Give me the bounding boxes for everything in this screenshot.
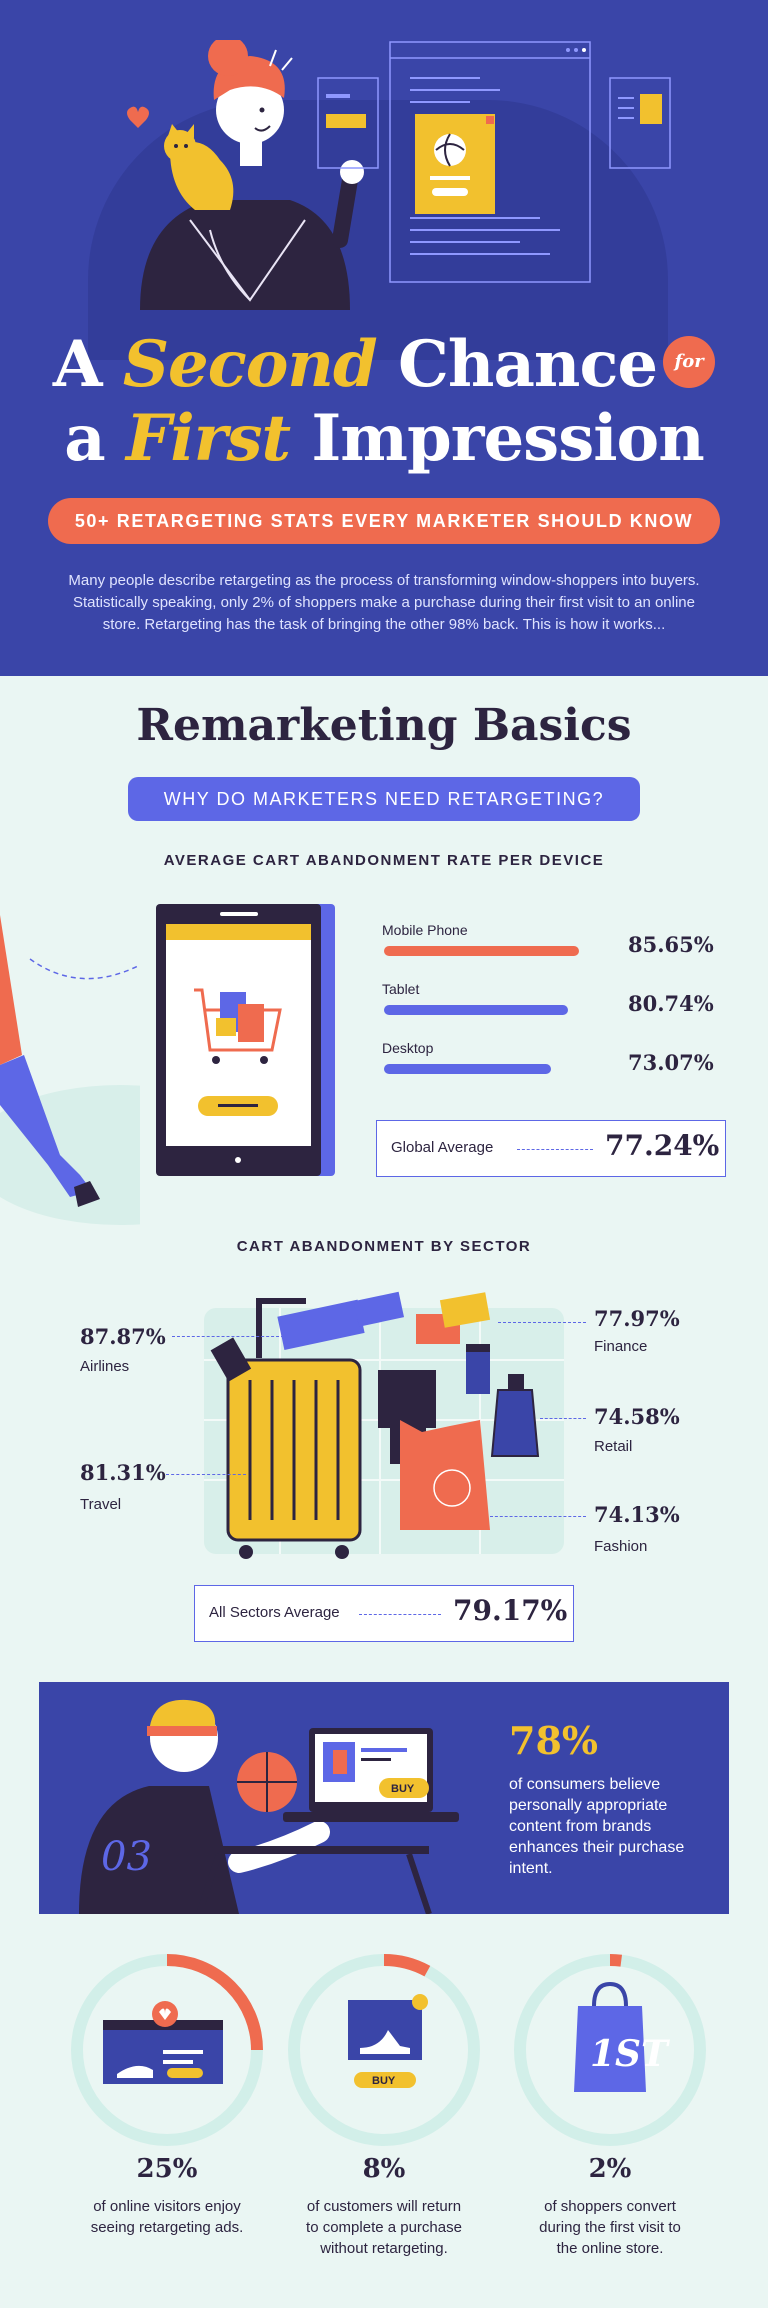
title-word: A — [52, 327, 103, 402]
sector-label-fashion: Fashion — [594, 1538, 648, 1555]
hero-section: A Second Chance for a First Impression 50… — [0, 0, 768, 676]
section-title-remarketing-basics: Remarketing Basics — [136, 700, 632, 751]
device-bar — [384, 1064, 551, 1074]
stat-ring-customers: BUY — [288, 1954, 480, 2146]
stat-text-shoppers: of shoppers convert during the first vis… — [539, 2198, 681, 2257]
global-average-label: Global Average — [391, 1139, 494, 1156]
sector-label-finance: Finance — [594, 1338, 648, 1355]
sectors-average-label: All Sectors Average — [209, 1604, 340, 1621]
stat-ring-visitors — [71, 1954, 263, 2146]
device-row-mobile: Mobile Phone 85.65% — [382, 922, 714, 957]
sector-value-retail: 74.58% — [594, 1404, 680, 1429]
device-bar-track — [384, 946, 612, 956]
panel-percent: 78% — [509, 1718, 598, 1763]
buy-button-label: BUY — [391, 1783, 415, 1795]
sectors-average-value: 79.17% — [453, 1594, 568, 1627]
running-person-illustration — [0, 915, 140, 1225]
title-word: Impression — [311, 401, 704, 476]
woman-with-cat-illustration — [127, 40, 364, 310]
sector-heading: CART ABANDONMENT BY SECTOR — [236, 1238, 532, 1255]
title-word: Chance — [397, 327, 658, 402]
device-bar — [384, 946, 580, 956]
panel-description: of consumers believe personally appropri… — [509, 1776, 685, 1877]
sector-connector — [166, 1474, 246, 1475]
stat-text-visitors: of online visitors enjoy seeing retarget… — [90, 2198, 244, 2236]
sector-value-airlines: 87.87% — [80, 1324, 166, 1349]
device-bar-track — [384, 1005, 612, 1015]
intro-paragraph: Many people describe retargeting as the … — [68, 572, 700, 633]
sector-connector — [540, 1418, 586, 1419]
browser-windows-illustration — [317, 41, 671, 283]
phone-shopping-cart-illustration — [156, 904, 335, 1176]
question-banner: WHY DO MARKETERS NEED RETARGETING? — [128, 777, 640, 821]
stat-percent-shoppers: 2% — [588, 2154, 632, 2184]
device-row-desktop: Desktop 73.07% — [382, 1040, 714, 1075]
global-average-value: 77.24% — [605, 1129, 720, 1162]
stat-ring-shoppers: 1ST — [514, 1954, 706, 2146]
sector-label-airlines: Airlines — [80, 1358, 130, 1375]
title-accent-word: First — [125, 401, 291, 476]
sector-value-fashion: 74.13% — [594, 1502, 680, 1527]
device-label: Tablet — [382, 981, 420, 997]
sector-connector — [498, 1322, 586, 1323]
stat-percent-visitors: 25% — [136, 2154, 198, 2184]
stat-percent-customers: 8% — [362, 2154, 406, 2184]
person-at-laptop-illustration: 03 BUY — [79, 1699, 459, 1914]
sector-connector — [490, 1516, 586, 1517]
sector-connector — [172, 1336, 284, 1337]
sector-label-travel: Travel — [80, 1496, 122, 1513]
stat-buy-badge: BUY — [372, 2075, 396, 2087]
device-bar — [384, 1005, 569, 1015]
device-heading: AVERAGE CART ABANDONMENT RATE PER DEVICE — [163, 852, 605, 869]
sector-label-retail: Retail — [594, 1438, 633, 1455]
stat-text-customers: of customers will return to complete a p… — [306, 2198, 462, 2257]
subtitle-banner: 50+ RETARGETING STATS EVERY MARKETER SHO… — [48, 498, 720, 544]
sector-value-travel: 81.31% — [80, 1460, 166, 1485]
sector-illustration — [204, 1291, 564, 1559]
title-line-1: A Second Chance for — [0, 328, 768, 402]
title-accent-word: Second — [122, 327, 378, 402]
sectors-average-box: All Sectors Average 79.17% — [194, 1585, 574, 1642]
dashed-connector — [359, 1614, 441, 1615]
first-visit-badge: 1ST — [590, 2033, 670, 2075]
jersey-number: 03 — [101, 1834, 152, 1880]
title-line-2: a First Impression — [0, 402, 768, 476]
device-percent: 85.65% — [628, 932, 714, 957]
title-word: a — [64, 401, 105, 476]
global-average-box: Global Average 77.24% — [376, 1120, 726, 1177]
device-bar-track — [384, 1064, 612, 1074]
dashed-connector — [517, 1149, 593, 1150]
sector-value-finance: 77.97% — [594, 1306, 680, 1331]
device-label: Desktop — [382, 1040, 434, 1056]
device-percent: 80.74% — [628, 991, 714, 1016]
personalization-panel: 03 BUY 78% of consumers believe personal… — [39, 1682, 729, 1914]
for-badge: for — [663, 335, 716, 388]
device-percent: 73.07% — [628, 1050, 714, 1075]
device-row-tablet: Tablet 80.74% — [382, 981, 714, 1016]
device-label: Mobile Phone — [382, 922, 468, 938]
